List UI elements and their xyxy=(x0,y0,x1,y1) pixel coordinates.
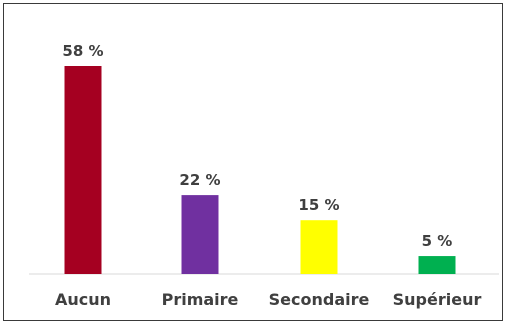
data-label-supérieur: 5 % xyxy=(422,232,453,250)
bar-primaire xyxy=(181,195,219,274)
data-label-aucun: 58 % xyxy=(62,42,103,60)
category-label-supérieur: Supérieur xyxy=(393,290,482,309)
data-label-secondaire: 15 % xyxy=(298,196,339,214)
category-label-primaire: Primaire xyxy=(162,290,239,309)
category-label-aucun: Aucun xyxy=(55,290,111,309)
data-label-primaire: 22 % xyxy=(179,171,220,189)
category-label-secondaire: Secondaire xyxy=(269,290,370,309)
bar-aucun xyxy=(64,66,102,274)
bar-secondaire xyxy=(300,220,338,274)
bar-chart: 58 % 22 % 15 % 5 % Aucun Primaire Secondaire S… xyxy=(29,42,499,309)
bar-supérieur xyxy=(418,256,456,274)
chart-frame: 58 % 22 % 15 % 5 % Aucun Primaire Secondaire S… xyxy=(3,3,503,321)
